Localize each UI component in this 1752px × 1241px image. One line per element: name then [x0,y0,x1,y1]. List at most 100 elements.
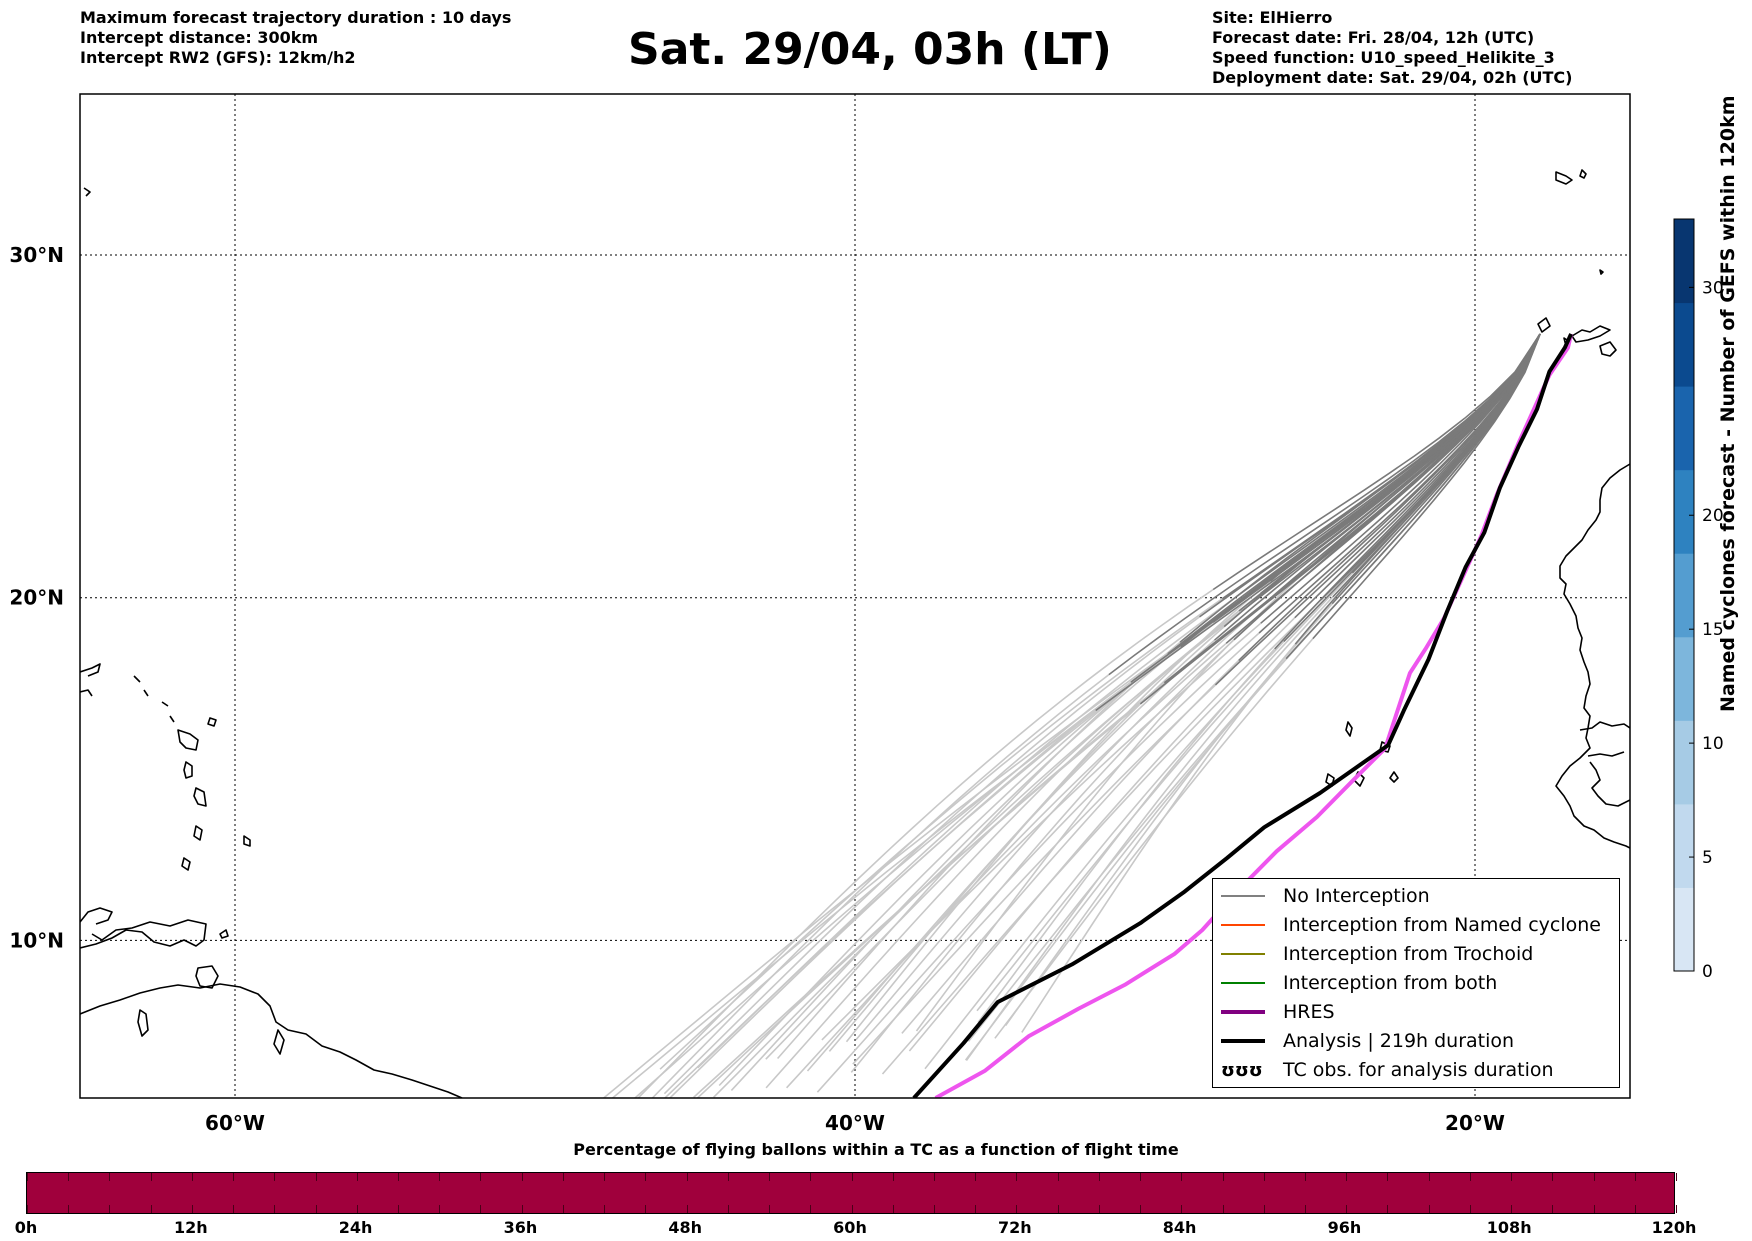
legend-item: ʊʊʊ TC obs. for analysis duration [1221,1057,1554,1083]
legend-label: Interception from both [1283,972,1498,994]
percentage-bar-tick [1304,1205,1306,1213]
legend-swatch [1221,895,1265,897]
intercept-rw2-text: Intercept RW2 (GFS): 12km/h2 [80,48,356,67]
percentage-bar-tick [150,1173,152,1181]
site-text: Site: ElHierro [1212,8,1333,27]
percentage-bar-tick [1387,1205,1389,1213]
lon-label: 40°W [825,1111,885,1135]
percentage-bar-tick [1593,1205,1595,1213]
percentage-bar-tick [1593,1173,1595,1181]
trajectory-late-20 [816,632,1260,1093]
percentage-bar-tick [892,1173,894,1181]
colorbar-segment [1674,636,1694,721]
colorbar-tick-label: 30 [1702,278,1724,298]
percentage-bar-tick [1676,1205,1677,1213]
trajectory-early-19 [1223,333,1541,628]
colorbar-segment [1674,219,1694,304]
lon-label: 60°W [205,1111,265,1135]
island-madeira [1555,169,1587,185]
percentage-bar-tick [975,1173,977,1181]
deployment-date-text: Deployment date: Sat. 29/04, 02h (UTC) [1212,68,1573,87]
percentage-bar-tick [109,1205,111,1213]
colorbar-tick-label: 15 [1702,620,1724,640]
trajectory-early-35 [1274,333,1541,650]
percentage-bar-tick [1511,1205,1513,1213]
trajectory-late-25 [845,580,1271,1043]
percentage-bar-label: 36h [503,1218,538,1237]
percentage-bar-tick [769,1173,771,1181]
percentage-bar-label: 72h [997,1218,1032,1237]
percentage-bar-tick [27,1205,28,1213]
island-martinique [193,787,207,807]
lat-label: 10°N [9,928,64,952]
percentage-bar-tick [274,1173,276,1181]
percentage-bar-tick [727,1205,729,1213]
trajectory-late-31 [908,617,1296,1052]
percentage-bar-tick [1057,1205,1059,1213]
legend-label: HRES [1283,1001,1335,1023]
map-legend: No Interception Interception from Named c… [1212,878,1620,1088]
trajectories-no-interception [1095,333,1541,712]
trajectory-late-24 [855,611,1256,1041]
percentage-bar-tick [1181,1205,1183,1213]
percentage-bar-tick [191,1173,193,1181]
trajectory-early-31 [1294,333,1541,619]
trajectory-early-8 [1221,333,1541,600]
trajectory-early-27 [1238,333,1541,662]
island-antigua [207,717,217,727]
trajectory-late-37 [976,572,1353,1012]
island-caribbean-1 [137,1009,149,1037]
trajectory-late-33 [965,596,1334,1061]
percentage-bar-tick [1346,1205,1348,1213]
legend-swatch [1221,1039,1265,1043]
island-barbados [243,835,251,847]
legend-item: HRES [1221,999,1335,1025]
percentage-bar-label: 24h [338,1218,373,1237]
coastline-caribbean-north [80,907,113,925]
percentage-bar-tick [356,1173,358,1181]
percentage-bar-tick [1016,1173,1018,1181]
percentage-bar-tick [1016,1205,1018,1213]
percentage-bar-tick [68,1173,70,1181]
trajectory-late-26 [850,639,1235,1073]
percentage-bar-tick [975,1205,977,1213]
percentage-bar-tick [439,1173,441,1181]
percentage-bar-tick [1181,1173,1183,1181]
percentage-bar-tick [1552,1173,1554,1181]
speed-function-text: Speed function: U10_speed_Helikite_3 [1212,48,1555,67]
percentage-bar-label: 120h [1651,1218,1697,1237]
percentage-bar-label: 60h [833,1218,867,1237]
trajectory-late-39 [1021,643,1296,1033]
percentage-bar-tick [686,1173,688,1181]
legend-swatch [1221,1010,1265,1014]
legend-label: TC obs. for analysis duration [1283,1059,1554,1081]
percentage-bar-tick [933,1205,935,1213]
colorbar-tick-label: 20 [1702,506,1724,526]
percentage-bar-tick [562,1205,564,1213]
percentage-bar-tick [1676,1173,1677,1181]
trajectory-early-22 [1260,333,1541,624]
lat-label: 20°N [9,586,64,610]
colorbar-segment [1674,386,1694,471]
percentage-bar-tick [191,1205,193,1213]
percentage-bar-tick [645,1173,647,1181]
trajectory-late-27 [901,659,1240,1034]
colorbar-tick-label: 0 [1702,962,1713,982]
legend-swatch: ʊʊʊ [1221,1059,1263,1081]
trajectory-late-16 [765,610,1240,1060]
site-info: Site: ElHierro Forecast date: Fri. 28/04… [1212,8,1572,88]
cyclone-colorbar: 0 5 10 15 20 30 [1673,218,1724,982]
island-dominica [183,761,193,779]
trajectory-early-29 [1314,333,1541,564]
percentage-bar-tick [109,1173,111,1181]
colorbar-segment [1674,887,1694,972]
island-tenerife [1537,317,1551,333]
max-duration-text: Maximum forecast trajectory duration : 1… [80,8,512,27]
legend-swatch [1221,982,1265,984]
percentage-bar-tick [1098,1205,1100,1213]
percentage-bar-label: 96h [1327,1218,1362,1237]
percentage-bar-tick [398,1205,400,1213]
percentage-bar-tick [439,1205,441,1213]
trajectory-late-7 [663,616,1200,1095]
site-origin-marker [1599,269,1604,275]
